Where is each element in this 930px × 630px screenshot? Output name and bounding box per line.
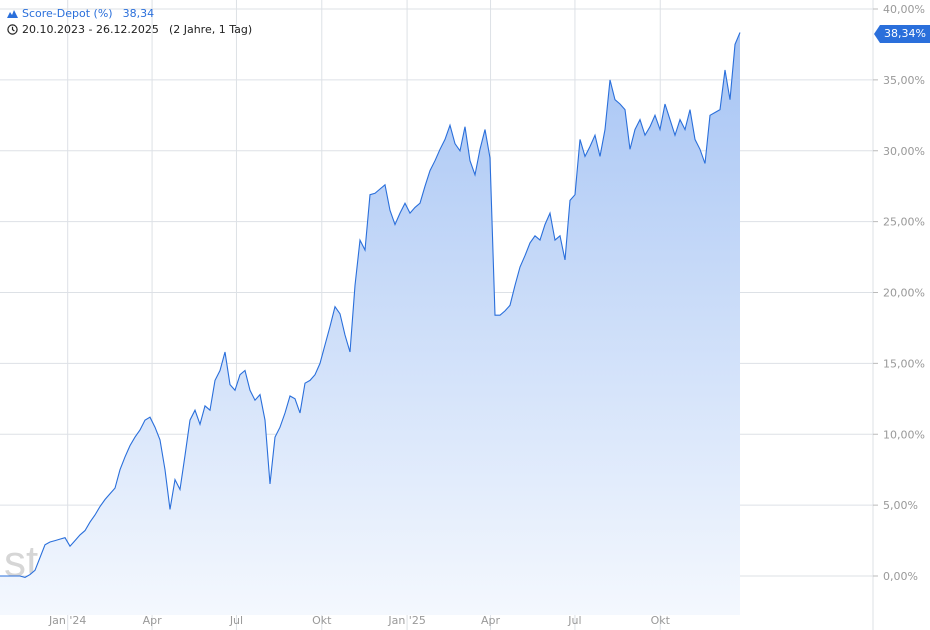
x-tick-label: Apr <box>143 614 163 627</box>
clock-icon <box>7 24 18 35</box>
y-tick-label: 25,00% <box>883 216 925 229</box>
x-tick-label: Jan '24 <box>48 614 86 627</box>
series-area <box>0 32 740 615</box>
x-axis: Jan '24 Apr Jul Okt Jan '25 Apr Jul Okt <box>48 614 671 627</box>
x-tick-label: Okt <box>312 614 332 627</box>
x-tick-label: Apr <box>481 614 501 627</box>
x-tick-label: Okt <box>651 614 671 627</box>
y-tick-label: 35,00% <box>883 74 925 87</box>
series-value: 38,34 <box>122 7 155 20</box>
legend: Score-Depot (%) 38,34 20.10.2023 - 26.12… <box>7 6 252 37</box>
x-tick-label: Jul <box>567 614 581 627</box>
y-tick-label: 15,00% <box>883 357 925 370</box>
last-value-badge: 38,34% <box>874 25 930 43</box>
y-tick-label: 5,00% <box>883 499 918 512</box>
date-range[interactable]: 20.10.2023 - 26.12.2025 <box>22 23 159 36</box>
y-tick-label: 10,00% <box>883 428 925 441</box>
y-tick-label: 0,00% <box>883 570 918 583</box>
mountain-chart-icon <box>7 10 18 18</box>
duration: (2 Jahre, 1 Tag) <box>168 23 253 36</box>
y-tick-label: 20,00% <box>883 287 925 300</box>
y-axis: 0,00% 5,00% 10,00% 15,00% 20,00% 25,00% 30,00%… <box>873 3 925 583</box>
x-tick-label: Jul <box>229 614 243 627</box>
x-tick-label: Jan '25 <box>387 614 425 627</box>
y-tick-label: 40,00% <box>883 3 925 16</box>
y-tick-label: 30,00% <box>883 145 925 158</box>
series-label: Score-Depot (%) <box>22 7 113 20</box>
series-line <box>0 32 741 578</box>
